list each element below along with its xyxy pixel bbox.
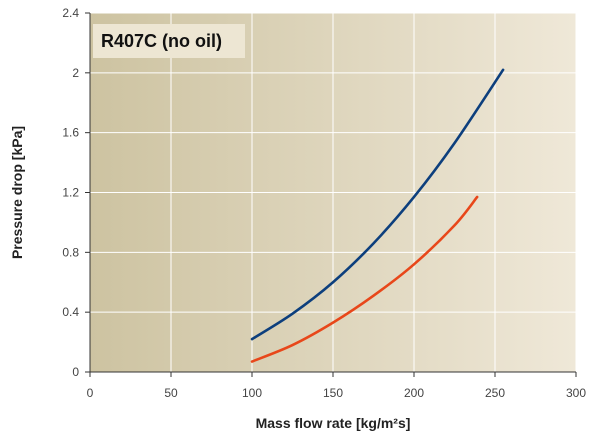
chart-title: R407C (no oil) xyxy=(101,31,222,51)
x-tick-label: 150 xyxy=(323,386,343,400)
y-tick-label: 2.4 xyxy=(62,6,79,20)
x-tick-label: 50 xyxy=(164,386,178,400)
chart-title-background xyxy=(93,24,245,58)
y-tick-label: 0.4 xyxy=(62,305,79,319)
series-group xyxy=(250,68,505,363)
series-line-1 xyxy=(250,68,505,341)
x-tick-label: 0 xyxy=(87,386,94,400)
x-axis-title: Mass flow rate [kg/m²s] xyxy=(256,415,411,431)
y-tick-label: 0.8 xyxy=(62,245,79,259)
grid xyxy=(90,12,577,372)
x-tick-label: 300 xyxy=(566,386,586,400)
y-axis-title: Pressure drop [kPa] xyxy=(9,126,25,259)
y-tick-label: 0 xyxy=(72,365,79,379)
x-tick-label: 100 xyxy=(242,386,262,400)
y-tick-label: 1.2 xyxy=(62,186,79,200)
y-tick-label: 1.6 xyxy=(62,126,79,140)
x-tick-label: 200 xyxy=(404,386,424,400)
series-line-2 xyxy=(250,195,479,363)
x-tick-label: 250 xyxy=(485,386,505,400)
axes: 0 50 100 150 200 250 300 0 0.4 0.8 1.2 1.6 2 2.4 xyxy=(62,6,586,400)
y-tick-label: 2 xyxy=(72,66,79,80)
